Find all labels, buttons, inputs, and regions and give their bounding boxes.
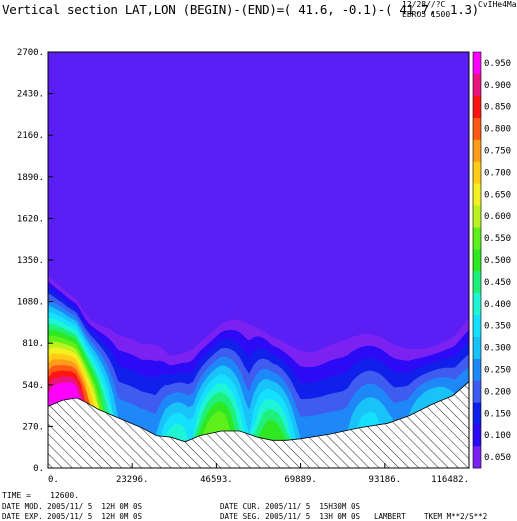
colorbar-label: 0.850 [484,103,511,113]
colorbar-label: 0.400 [484,300,511,310]
colorbar-segment [473,95,481,118]
colorbar-label: 0.650 [484,190,511,200]
variable-units: TKEM M**2/S**2 [424,512,488,521]
colorbar-label: 0.500 [484,256,511,266]
colorbar-segment [473,52,481,75]
date-code: 12/28//?C [402,0,446,9]
tke-band-0.300 [48,305,469,448]
y-tick-label: 1890. [17,173,44,183]
tke-band-0.400 [48,317,469,448]
x-tick-label: 46593. [200,475,233,485]
colorbar-segment [473,358,481,381]
colorbar-segment [473,424,481,447]
colorbar-segment [473,227,481,250]
colorbar-segment [473,139,481,162]
time-label: TIME = 12600. [2,491,80,500]
colorbar-label: 0.600 [484,212,511,222]
colorbar-segment [473,270,481,294]
colorbar-segment [473,161,481,184]
colorbar-segment [473,117,481,140]
tag-label: CvIHe4Mae [478,0,517,9]
y-tick-label: 810. [22,339,44,349]
x-tick-label: 0. [48,475,59,485]
colorbar-label: 0.700 [484,168,511,178]
colorbar-label: 0.200 [484,387,511,397]
y-axis: 0. 270. 540. 810. 1080. 1350. 1620. 1890. 2160. 2… [17,48,53,474]
y-tick-label: 0. [33,464,44,474]
x-tick-label: 69889. [284,475,317,485]
run-label: EBRO5 1500 [402,10,451,19]
colorbar-segment [473,292,481,316]
x-tick-label: 23296. [116,475,149,485]
colorbar-segment [473,249,481,272]
plot-title: Vertical section LAT,LON (BEGIN)-(END)=(… [2,2,479,17]
x-tick-label: 116482. [431,475,469,485]
colorbar-segment [473,446,481,469]
y-tick-label: 1620. [17,214,44,224]
date-exp: DATE EXP. 2005/11/ 5 12H 0M 0S [2,512,142,521]
colorbar-label: 0.150 [484,409,511,419]
colorbar-label: 0.250 [484,365,511,375]
x-tick-label: 93186. [369,475,402,485]
date-cur: DATE CUR. 2005/11/ 5 15H30M 0S [220,502,360,511]
colorbar-label: 0.750 [484,147,511,157]
x-axis: 0. 23296. 46593. 69889. 93186. 116482. [47,463,470,485]
colorbar-label: 0.950 [484,59,511,69]
colorbar-frame [472,51,482,469]
colorbar-label: 0.300 [484,344,511,354]
y-tick-label: 2430. [17,90,44,100]
date-seg: DATE SEG. 2005/11/ 5 13H 0M 0S [220,512,360,521]
colorbar-label: 0.800 [484,125,511,135]
colorbar-label: 0.450 [484,278,511,288]
colorbar-segment [473,205,481,228]
y-tick-label: 2700. [17,48,44,58]
colorbar-label: 0.350 [484,322,511,332]
colorbar-segment [473,402,481,425]
colorbar-label: 0.550 [484,234,511,244]
tke-field [48,52,469,468]
y-tick-label: 540. [22,381,44,391]
colorbar-segment [473,336,481,359]
colorbar: 0.050 0.100 0.150 0.200 0.250 0.300 0.350 0.400… [472,51,511,469]
y-tick-label: 1080. [17,298,44,308]
colorbar-label: 0.100 [484,431,511,441]
y-tick-label: 1350. [17,256,44,266]
projection-label: LAMBERT [374,512,406,521]
terrain-hatch [48,381,469,468]
colorbar-segment [473,380,481,403]
date-mod: DATE MOD. 2005/11/ 5 12H 0M 0S [2,502,142,511]
colorbar-segment [473,73,481,97]
colorbar-segment [473,314,481,337]
y-tick-label: 2160. [17,131,44,141]
colorbar-segment [473,183,481,206]
colorbar-label: 0.050 [484,453,511,463]
colorbar-label: 0.900 [484,81,511,91]
y-tick-label: 270. [22,422,44,432]
